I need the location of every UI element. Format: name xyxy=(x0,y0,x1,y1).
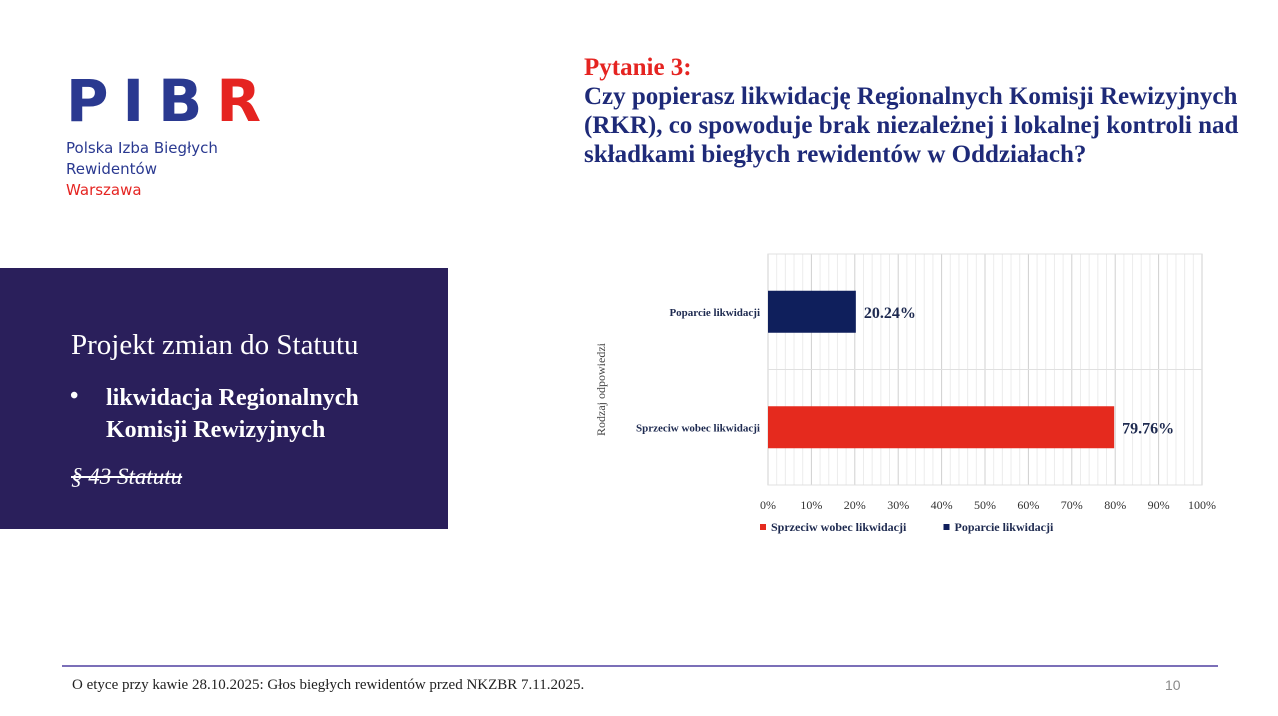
panel-title: Projekt zmian do Statutu xyxy=(71,329,359,361)
page-number: 10 xyxy=(1165,677,1181,693)
logo-letter-p: P xyxy=(66,67,123,135)
bar-support xyxy=(768,290,856,333)
chart-svg: 20.24% Poparcie likwidacji 79.76% Sprzeciw … xyxy=(594,253,1216,534)
bullet-dot: • xyxy=(70,383,79,409)
x-tick-label: 70% xyxy=(1061,498,1083,512)
x-tick-label: 50% xyxy=(974,498,996,512)
bar-chart: 20.24% Poparcie likwidacji 79.76% Sprzeciw … xyxy=(580,245,1240,555)
footer-text: O etyce przy kawie 28.10.2025: Głos bieg… xyxy=(72,677,585,693)
x-tick-label: 90% xyxy=(1148,498,1170,512)
x-tick-label: 100% xyxy=(1188,498,1216,512)
x-tick-label: 20% xyxy=(844,498,866,512)
logo-org-line2: Rewidentów xyxy=(66,160,157,178)
data-label: 79.76% xyxy=(1122,420,1174,437)
logo-city: Warszawa xyxy=(66,181,142,199)
question-block: Pytanie 3: Czy popierasz likwidację Regi… xyxy=(584,53,1244,169)
pibr-logo: PIBR Polska Izba Biegłych Rewidentów War… xyxy=(66,72,275,201)
logo-letter-i: I xyxy=(122,67,159,135)
category-label: Poparcie likwidacji xyxy=(669,307,760,319)
question-text: Czy popierasz likwidację Regionalnych Ko… xyxy=(584,83,1239,168)
x-tick-label: 10% xyxy=(800,498,822,512)
bar-oppose xyxy=(768,406,1115,449)
y-axis-label: Rodzaj odpowiedzi xyxy=(594,342,608,436)
data-label: 20.24% xyxy=(864,305,916,322)
x-tick-label: 30% xyxy=(887,498,909,512)
legend-swatch xyxy=(760,524,766,530)
statute-reference: § 43 Statutu xyxy=(71,464,183,489)
statute-panel: Projekt zmian do Statutu • likwidacja Re… xyxy=(0,268,448,529)
x-tick-label: 60% xyxy=(1017,498,1039,512)
logo-letters: PIBR xyxy=(66,72,275,130)
panel-bullet-text: likwidacja Regionalnych Komisji Rewizyjn… xyxy=(106,385,359,443)
legend-swatch xyxy=(943,524,950,530)
x-tick-label: 80% xyxy=(1104,498,1126,512)
logo-letter-r: R xyxy=(216,67,275,135)
category-label: Sprzeciw wobec likwidacji xyxy=(636,422,760,434)
legend-label: Poparcie likwidacji xyxy=(955,520,1054,534)
footer-divider xyxy=(62,665,1218,667)
legend-label: Sprzeciw wobec likwidacji xyxy=(771,520,907,534)
logo-org-line1: Polska Izba Biegłych xyxy=(66,139,218,157)
logo-letter-b: B xyxy=(158,67,217,135)
question-label: Pytanie 3: xyxy=(584,54,692,81)
x-tick-label: 0% xyxy=(760,498,776,512)
x-tick-label: 40% xyxy=(931,498,953,512)
